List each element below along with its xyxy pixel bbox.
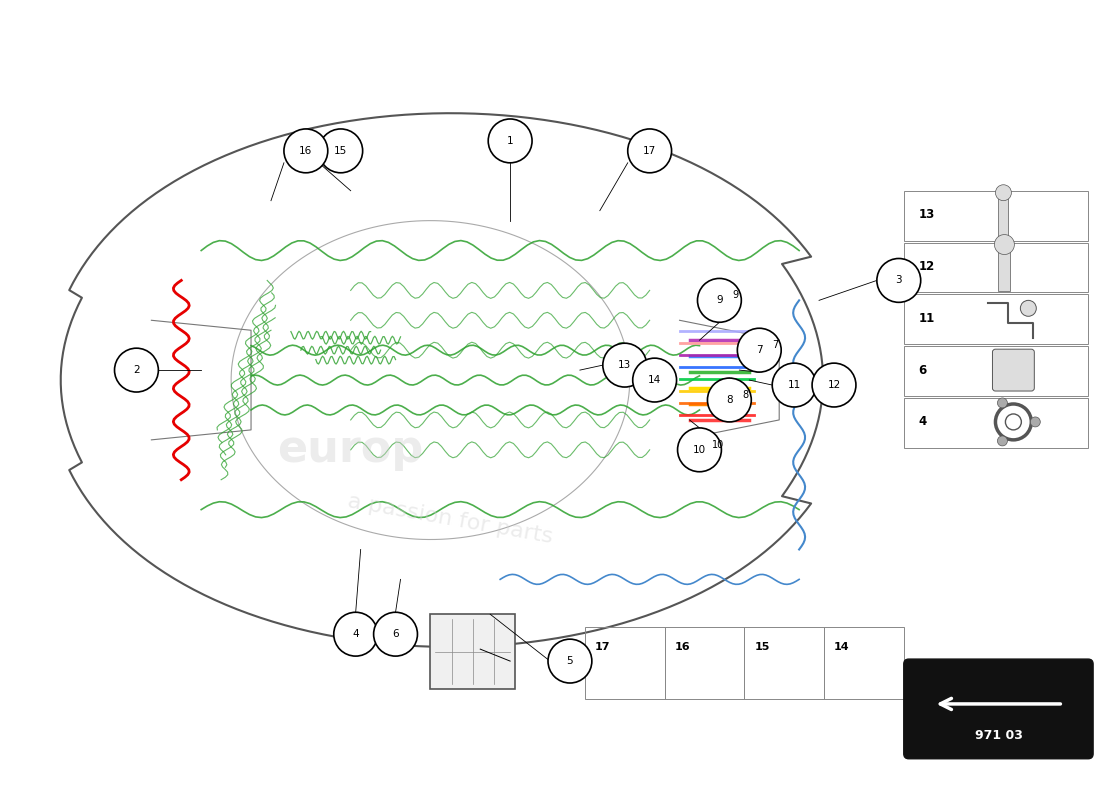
Circle shape	[603, 343, 647, 387]
Circle shape	[632, 358, 676, 402]
FancyBboxPatch shape	[904, 659, 1093, 758]
Circle shape	[994, 234, 1014, 254]
Text: 13: 13	[618, 360, 631, 370]
Bar	[664, 627, 745, 699]
Circle shape	[697, 278, 741, 322]
Text: 8: 8	[726, 395, 733, 405]
Text: 14: 14	[834, 642, 849, 652]
Circle shape	[374, 612, 418, 656]
Circle shape	[548, 639, 592, 683]
Text: 13: 13	[918, 208, 935, 221]
Bar	[585, 627, 664, 699]
Circle shape	[998, 436, 1008, 446]
Circle shape	[1031, 417, 1041, 427]
Circle shape	[488, 119, 532, 163]
Circle shape	[998, 398, 1008, 408]
Text: 11: 11	[788, 380, 801, 390]
Circle shape	[284, 129, 328, 173]
Text: 10: 10	[693, 445, 706, 455]
Circle shape	[707, 378, 751, 422]
Bar	[824, 627, 904, 699]
Bar	[904, 398, 1088, 448]
Text: 6: 6	[393, 629, 399, 639]
Bar	[904, 242, 1088, 292]
Bar	[999, 190, 1009, 239]
Text: 16: 16	[674, 642, 690, 652]
Text: 8: 8	[742, 390, 748, 400]
Circle shape	[772, 363, 816, 407]
Text: 11: 11	[918, 312, 935, 325]
Circle shape	[877, 258, 921, 302]
Text: 1: 1	[507, 136, 514, 146]
Bar	[904, 190, 1088, 241]
Text: 17: 17	[644, 146, 657, 156]
Text: 15: 15	[334, 146, 348, 156]
Text: 12: 12	[918, 260, 935, 273]
Text: 6: 6	[918, 364, 927, 377]
Text: 15: 15	[755, 642, 770, 652]
Circle shape	[1021, 300, 1036, 316]
Circle shape	[628, 129, 672, 173]
FancyArrowPatch shape	[940, 698, 1060, 710]
Text: 3: 3	[895, 275, 902, 286]
Bar	[904, 346, 1088, 396]
Circle shape	[737, 328, 781, 372]
Text: 9: 9	[733, 290, 738, 300]
Text: 971 03: 971 03	[975, 730, 1022, 742]
Circle shape	[333, 612, 377, 656]
Text: a passion for parts: a passion for parts	[346, 492, 554, 547]
Text: 4: 4	[352, 629, 359, 639]
Bar	[904, 294, 1088, 344]
Text: 16: 16	[299, 146, 312, 156]
Text: 4: 4	[918, 415, 927, 429]
Circle shape	[996, 185, 1011, 201]
Text: 2: 2	[133, 365, 140, 375]
Text: europ: europ	[277, 428, 424, 471]
Text: 14: 14	[648, 375, 661, 385]
Circle shape	[114, 348, 158, 392]
Circle shape	[1005, 414, 1022, 430]
Bar	[430, 614, 515, 689]
Text: 17: 17	[595, 642, 610, 652]
Text: 12: 12	[827, 380, 840, 390]
Text: 9: 9	[716, 295, 723, 306]
Text: 5: 5	[566, 656, 573, 666]
FancyBboxPatch shape	[992, 349, 1034, 391]
Circle shape	[678, 428, 722, 472]
Text: 10: 10	[713, 440, 725, 450]
Bar	[745, 627, 824, 699]
Text: 7: 7	[772, 340, 779, 350]
Circle shape	[319, 129, 363, 173]
Text: 7: 7	[756, 345, 762, 355]
Bar	[999, 242, 1011, 291]
Circle shape	[812, 363, 856, 407]
